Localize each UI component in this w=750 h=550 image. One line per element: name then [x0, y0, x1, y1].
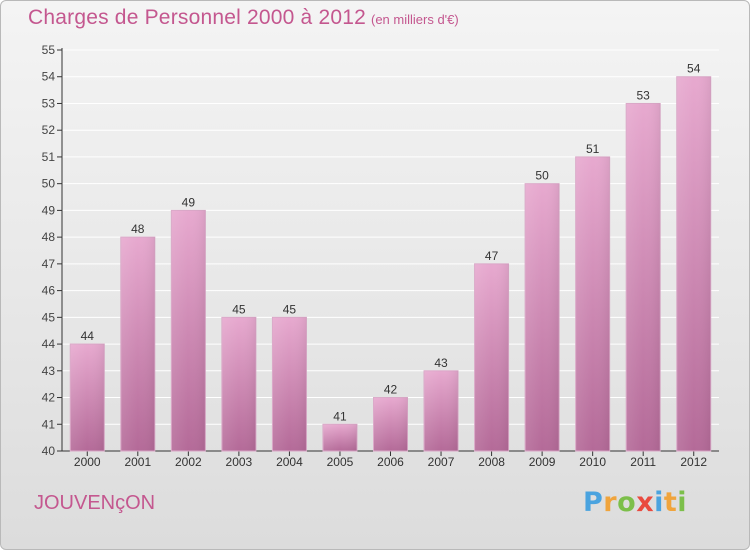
data-label: 54	[687, 62, 701, 76]
x-tick-label: 2008	[478, 455, 505, 469]
y-tick-label: 41	[42, 417, 56, 431]
logo-letter: o	[617, 487, 637, 518]
bar-shine	[322, 424, 357, 451]
y-tick-label: 52	[42, 123, 56, 137]
x-tick-label: 2001	[124, 455, 151, 469]
logo-letter: x	[636, 487, 655, 518]
bar-shine	[70, 344, 105, 451]
data-label: 41	[333, 409, 347, 423]
bar-shine	[575, 156, 610, 451]
data-label: 50	[535, 169, 549, 183]
chart-title: Charges de Personnel 2000 à 2012	[28, 6, 366, 29]
x-tick-label: 2010	[579, 455, 606, 469]
y-tick-label: 42	[42, 391, 56, 405]
bar-shine	[626, 103, 661, 451]
bar-shine	[424, 370, 459, 451]
y-tick-label: 43	[42, 364, 56, 378]
bar-shine	[171, 210, 206, 451]
data-label: 47	[485, 249, 499, 263]
grid	[62, 49, 719, 425]
labels: 44 2000 48 2001 49 2002 45 2003 45 2004 41 2005 42 20…	[74, 62, 707, 469]
y-tick-label: 40	[42, 444, 56, 458]
bar-shine	[221, 317, 256, 451]
y-tick-label: 55	[42, 43, 56, 57]
x-tick-label: 2000	[74, 455, 101, 469]
bar-shine	[120, 237, 155, 451]
x-tick-label: 2005	[327, 455, 354, 469]
data-label: 51	[586, 142, 600, 156]
x-tick-label: 2002	[175, 455, 202, 469]
y-tick-label: 54	[42, 70, 56, 84]
data-label: 44	[81, 329, 95, 343]
y-tick-label: 46	[42, 284, 56, 298]
bar-shine	[525, 183, 560, 451]
logo-letter: i	[654, 487, 664, 518]
data-label: 45	[232, 302, 246, 316]
data-label: 42	[384, 383, 398, 397]
chart-subtitle: (en milliers d'€)	[371, 12, 459, 27]
data-label: 53	[637, 88, 651, 102]
x-tick-label: 2007	[428, 455, 455, 469]
data-label: 49	[182, 195, 196, 209]
bar-shine	[373, 397, 408, 451]
y-tick-label: 53	[42, 96, 56, 110]
y-tick-label: 49	[42, 203, 56, 217]
x-tick-label: 2011	[630, 455, 656, 469]
bar-shine	[474, 263, 509, 451]
data-label: 43	[434, 356, 448, 370]
x-tick-label: 2006	[377, 455, 404, 469]
logo-letter: P	[583, 487, 604, 518]
x-tick-label: 2012	[680, 455, 707, 469]
bars	[69, 76, 712, 452]
logo-letter: r	[603, 487, 618, 518]
bar-shine	[676, 76, 711, 451]
x-tick-label: 2009	[529, 455, 556, 469]
y-tick-label: 50	[42, 177, 56, 191]
data-label: 45	[283, 302, 297, 316]
logo-letter: i	[677, 487, 688, 518]
x-tick-label: 2003	[226, 455, 253, 469]
y-tick-label: 45	[42, 310, 56, 324]
commune-name: JOUVENçON	[34, 492, 156, 514]
y-tick-label: 48	[42, 230, 56, 244]
data-label: 48	[131, 222, 145, 236]
y-tick-label: 44	[42, 337, 56, 351]
x-tick-label: 2004	[276, 455, 303, 469]
bar-shine	[272, 317, 307, 451]
y-tick-label: 51	[42, 150, 56, 164]
proxiti-logo: Proxiti	[583, 487, 687, 518]
y-tick-label: 47	[42, 257, 56, 271]
logo-letter: t	[663, 487, 678, 518]
